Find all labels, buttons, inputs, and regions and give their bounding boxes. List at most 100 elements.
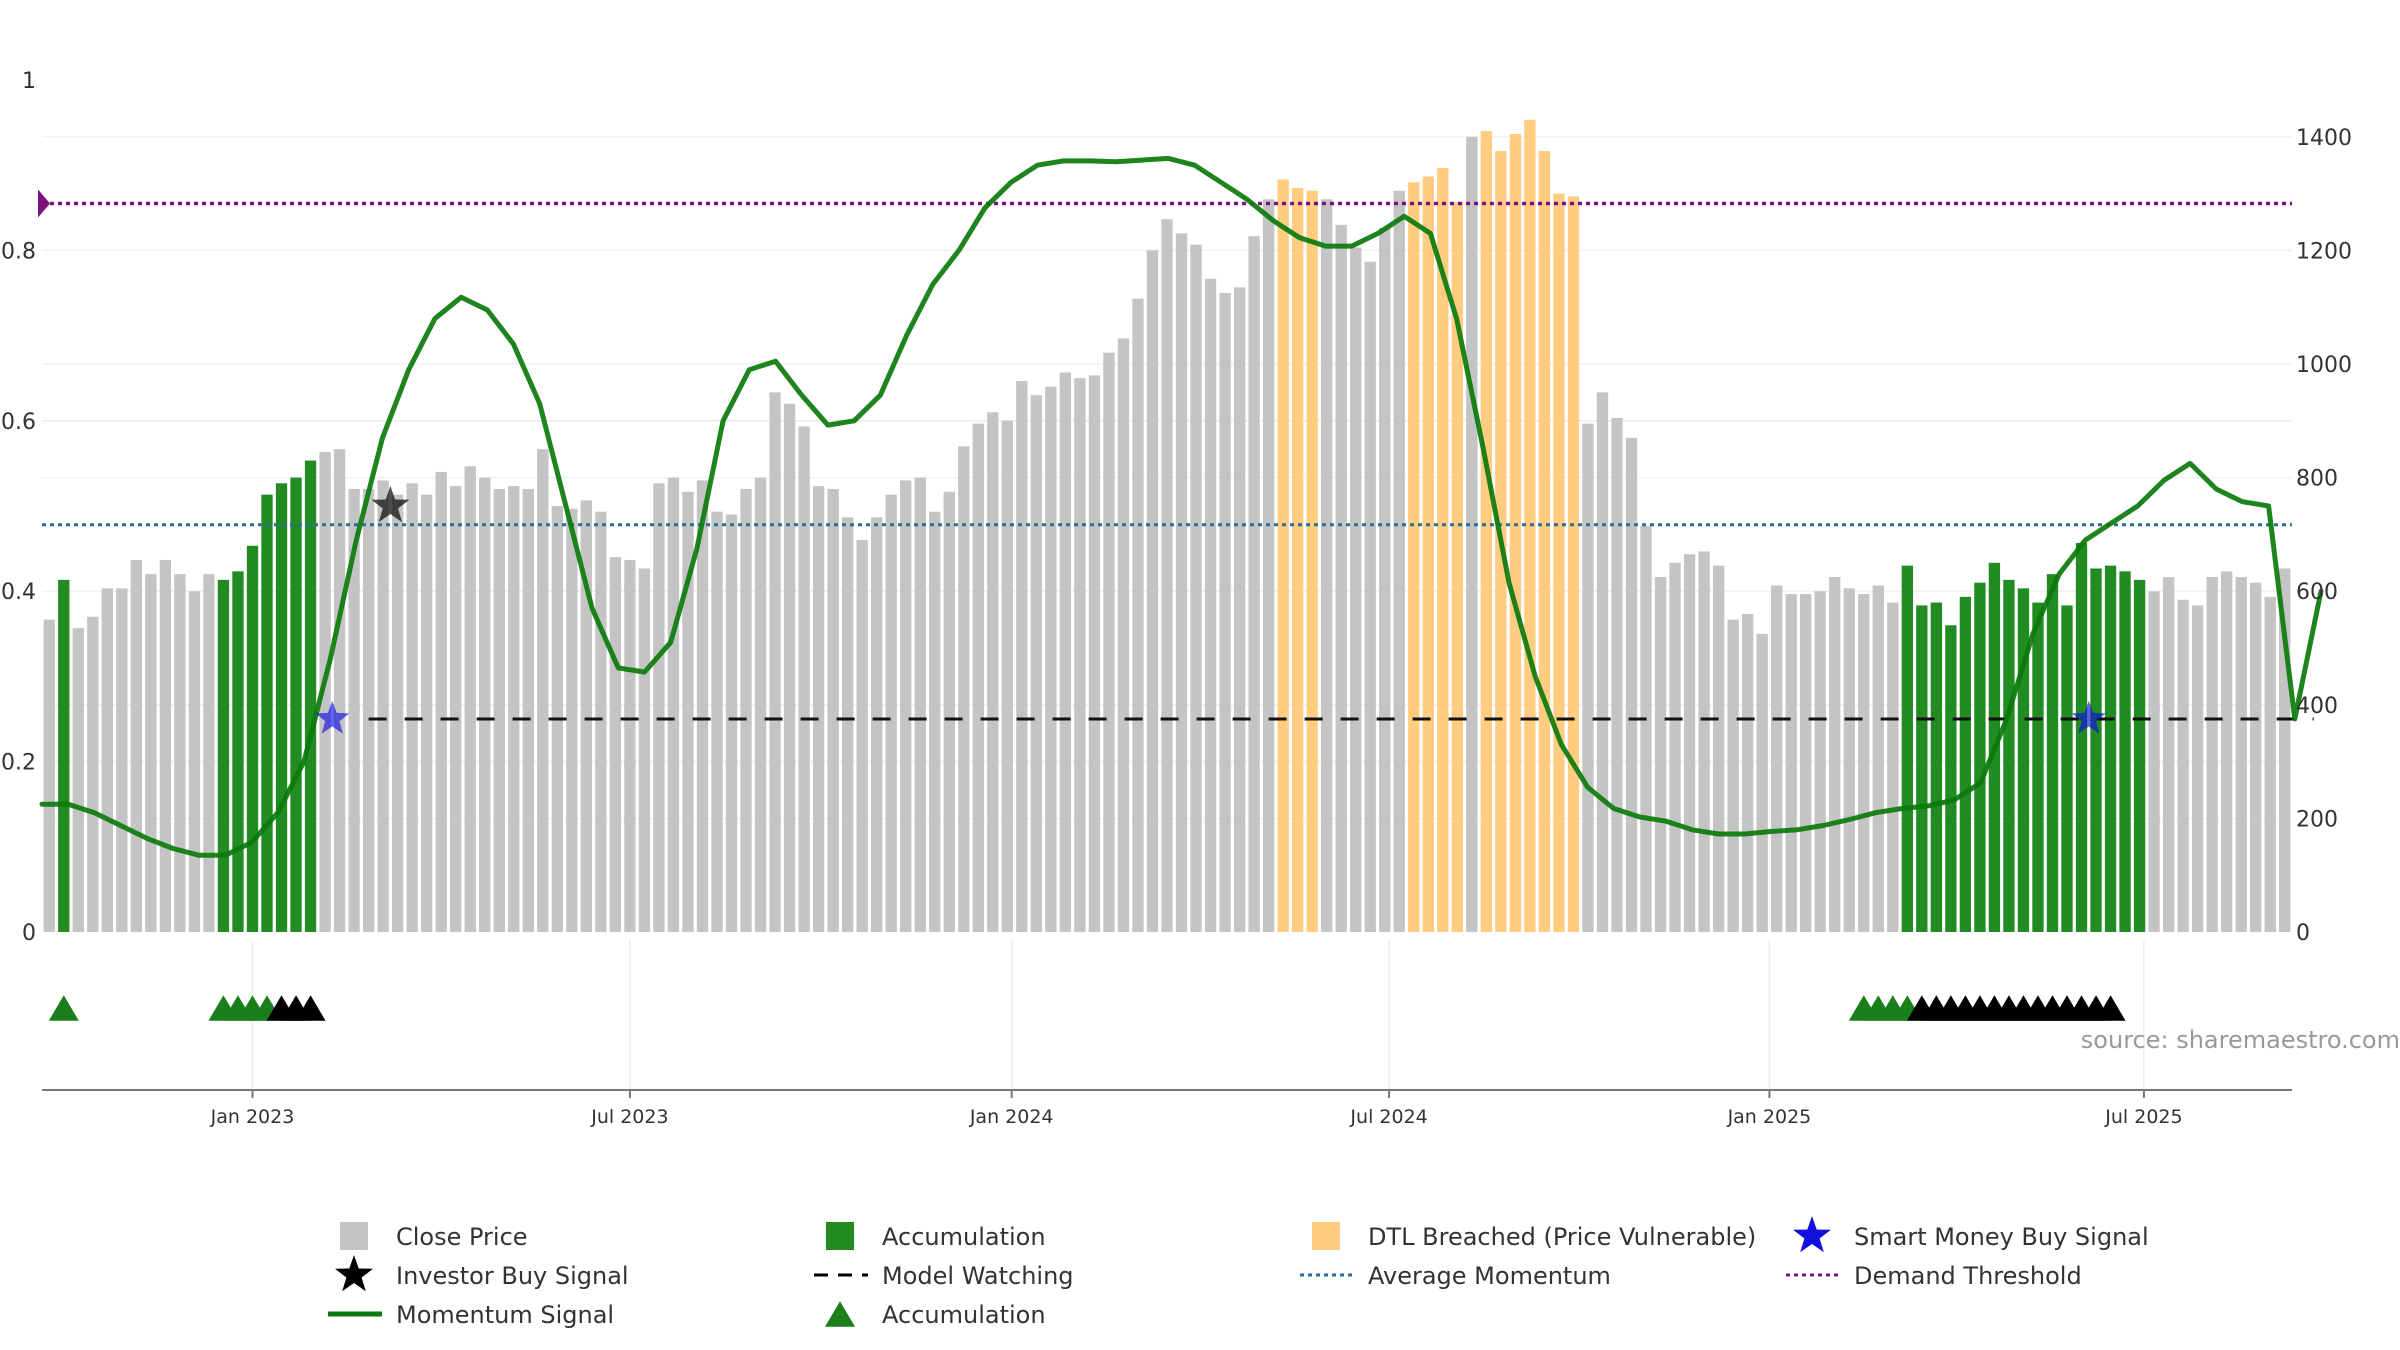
close-price-bar [1611, 417, 1623, 933]
close-price-bar [682, 491, 694, 932]
close-price-bar [783, 403, 796, 932]
close-price-bar [421, 494, 433, 932]
close-price-bar [1161, 219, 1173, 932]
dtl-breached-bar [1567, 196, 1580, 932]
close-price-bar [972, 423, 984, 932]
momentum-series [39, 155, 2324, 858]
watching-triangle-icon [2095, 995, 2126, 1021]
close-price-bar [1204, 278, 1217, 932]
legend-item: Close Price [340, 1222, 528, 1251]
close-price-bar [1800, 594, 1812, 932]
x-axis-tick-label: Jan 2023 [210, 1106, 295, 1128]
accumulation-bar [275, 483, 288, 932]
legend-swatch [340, 1222, 368, 1250]
dtl-breached-bar [1437, 168, 1449, 933]
close-price-bar [929, 511, 941, 932]
close-price-bar [2250, 582, 2262, 932]
close-price-bar [1771, 585, 1783, 932]
close-price-bar [1887, 602, 1899, 932]
close-price-bar [1219, 293, 1231, 932]
momentum-signal-line [39, 155, 2324, 858]
legend-item: Investor Buy Signal [335, 1255, 629, 1292]
close-price-bar [914, 477, 926, 932]
close-price-bar [72, 628, 84, 932]
close-price-bar [377, 480, 389, 932]
close-price-bar [450, 486, 462, 932]
left-axis-tick: 0.4 [1, 580, 36, 605]
accumulation-bar [2075, 542, 2088, 932]
close-price-bar [725, 514, 738, 932]
accumulation-bar [2017, 588, 2030, 932]
accumulation-bar [290, 477, 302, 932]
legend-label: Smart Money Buy Signal [1854, 1223, 2149, 1251]
close-price-bar [1364, 261, 1376, 932]
close-price-bar [348, 488, 360, 932]
right-axis-tick: 600 [2296, 580, 2338, 605]
close-price-bar [2264, 596, 2276, 932]
close-price-bar [1074, 378, 1086, 932]
close-price-bar [827, 488, 839, 932]
legend-label: Demand Threshold [1854, 1262, 2082, 1290]
close-price-bar [1843, 588, 1855, 932]
close-price-bar [1059, 372, 1072, 932]
legend-label: DTL Breached (Price Vulnerable) [1368, 1223, 1756, 1251]
accumulation-triangle-icon [48, 995, 79, 1021]
close-price-bar [580, 500, 593, 932]
legend-label: Average Momentum [1368, 1262, 1611, 1290]
close-price-bar [1117, 338, 1130, 932]
close-price-bar [943, 491, 955, 932]
close-price-bar [566, 508, 578, 932]
close-price-bar [1654, 577, 1667, 932]
close-price-bar [1640, 525, 1652, 932]
close-price-bar [711, 511, 723, 932]
legend-label: Model Watching [882, 1262, 1074, 1290]
accumulation-bar [2090, 568, 2102, 932]
close-price-bar [479, 477, 491, 932]
signal-markers [315, 486, 2106, 734]
accumulation-bar [232, 571, 244, 932]
close-price-bar [1596, 392, 1609, 932]
accumulation-bar [304, 460, 317, 932]
accumulation-bar [2104, 565, 2117, 932]
close-price-bar [2235, 577, 2247, 932]
close-price-bar [1103, 352, 1115, 932]
close-price-bar [188, 591, 201, 932]
close-price-bar [508, 486, 520, 932]
reference-lines [38, 189, 2314, 721]
close-price-bar [1683, 554, 1696, 932]
close-price-bar [2177, 599, 2189, 932]
x-axis-tick-label: Jan 2024 [969, 1106, 1054, 1128]
accumulation-bar [1901, 565, 1913, 932]
close-price-bar [145, 574, 157, 932]
accumulation-bar [1945, 625, 1957, 932]
close-price-bar [1858, 594, 1870, 932]
close-price-bar [101, 588, 113, 932]
x-axis-tick-label: Jul 2023 [590, 1106, 668, 1128]
accumulation-bar [2119, 571, 2131, 932]
close-price-bar [769, 392, 781, 932]
dtl-breached-bar [1524, 119, 1536, 932]
close-price-bar [1190, 244, 1202, 933]
close-price-bar [362, 488, 375, 932]
close-price-bar [1146, 250, 1159, 932]
close-price-bar [1233, 287, 1246, 932]
close-price-bar [885, 494, 897, 932]
close-price-bar [696, 480, 709, 932]
dtl-breached-bar [1538, 151, 1551, 932]
close-price-bar [1016, 381, 1028, 932]
legend-item: Model Watching [814, 1262, 1074, 1290]
legend-item: Demand Threshold [1786, 1262, 2082, 1290]
x-axis-tick-label: Jul 2024 [1349, 1106, 1427, 1128]
right-axis-tick: 0 [2296, 921, 2310, 946]
accumulation-bar [2133, 579, 2146, 932]
axes: 0 0.2 0.4 0.6 0.8 1 0 200 400 600 800 1000 1200 1400 J… [1, 69, 2352, 1128]
close-price-bar [1698, 551, 1710, 932]
legend-label: Investor Buy Signal [396, 1262, 629, 1290]
legend-item: Accumulation [826, 1222, 1046, 1251]
dtl-breached-bar [1480, 131, 1493, 932]
close-price-bar [2279, 568, 2291, 932]
accumulation-bar [261, 494, 273, 932]
close-price-bar [1582, 423, 1594, 932]
legend-star-icon [1793, 1216, 1831, 1253]
close-price-bar [638, 568, 651, 932]
